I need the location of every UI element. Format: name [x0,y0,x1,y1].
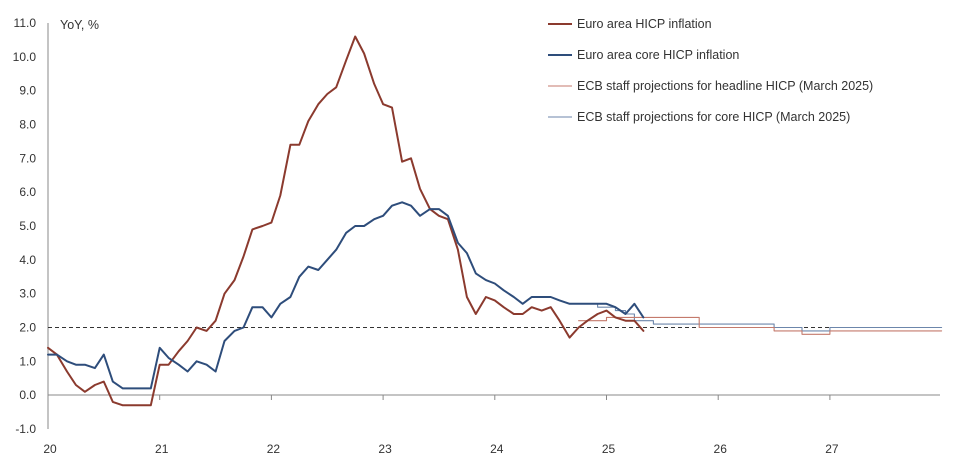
x-tick-label: 26 [714,442,728,456]
headline-hicp-line [47,35,645,407]
legend-label: ECB staff projections for core HICP (Mar… [577,110,850,124]
legend-item-headline-projection: ECB staff projections for headline HICP … [548,79,873,93]
x-tick-label: 22 [267,442,281,456]
legend-label: Euro area HICP inflation [577,17,712,31]
legend-label: ECB staff projections for headline HICP … [577,79,873,93]
chart-marks [47,35,943,407]
y-tick-label: 8.0 [19,118,36,132]
y-tick-label: 3.0 [19,287,36,301]
legend-item-headline-hicp: Euro area HICP inflation [548,17,712,31]
y-tick-label: -1.0 [15,422,36,436]
legend-item-core-projection: ECB staff projections for core HICP (Mar… [548,110,850,124]
y-tick-label: 0.0 [19,388,36,402]
y-tick-label: 5.0 [19,219,36,233]
y-tick-label: 2.0 [19,321,36,335]
core-hicp-line [47,201,645,390]
x-tick-label: 21 [155,442,169,456]
headline-projection-line [578,316,943,335]
y-tick-label: 9.0 [19,84,36,98]
x-tick-label: 20 [43,442,57,456]
x-tick-label: 25 [602,442,616,456]
legend: Euro area HICP inflation Euro area core H… [548,17,873,124]
y-axis-unit-label: YoY, % [60,18,99,32]
legend-item-core-hicp: Euro area core HICP inflation [548,48,739,62]
y-tick-label: 6.0 [19,185,36,199]
y-tick-label: 7.0 [19,151,36,165]
y-tick-label: 4.0 [19,253,36,267]
x-tick-label: 24 [490,442,504,456]
y-tick-label: 11.0 [14,16,37,30]
x-tick-label: 23 [378,442,392,456]
legend-label: Euro area core HICP inflation [577,48,739,62]
y-tick-label: 1.0 [19,354,36,368]
x-tick-label: 27 [825,442,839,456]
y-tick-label: 10.0 [13,50,37,64]
